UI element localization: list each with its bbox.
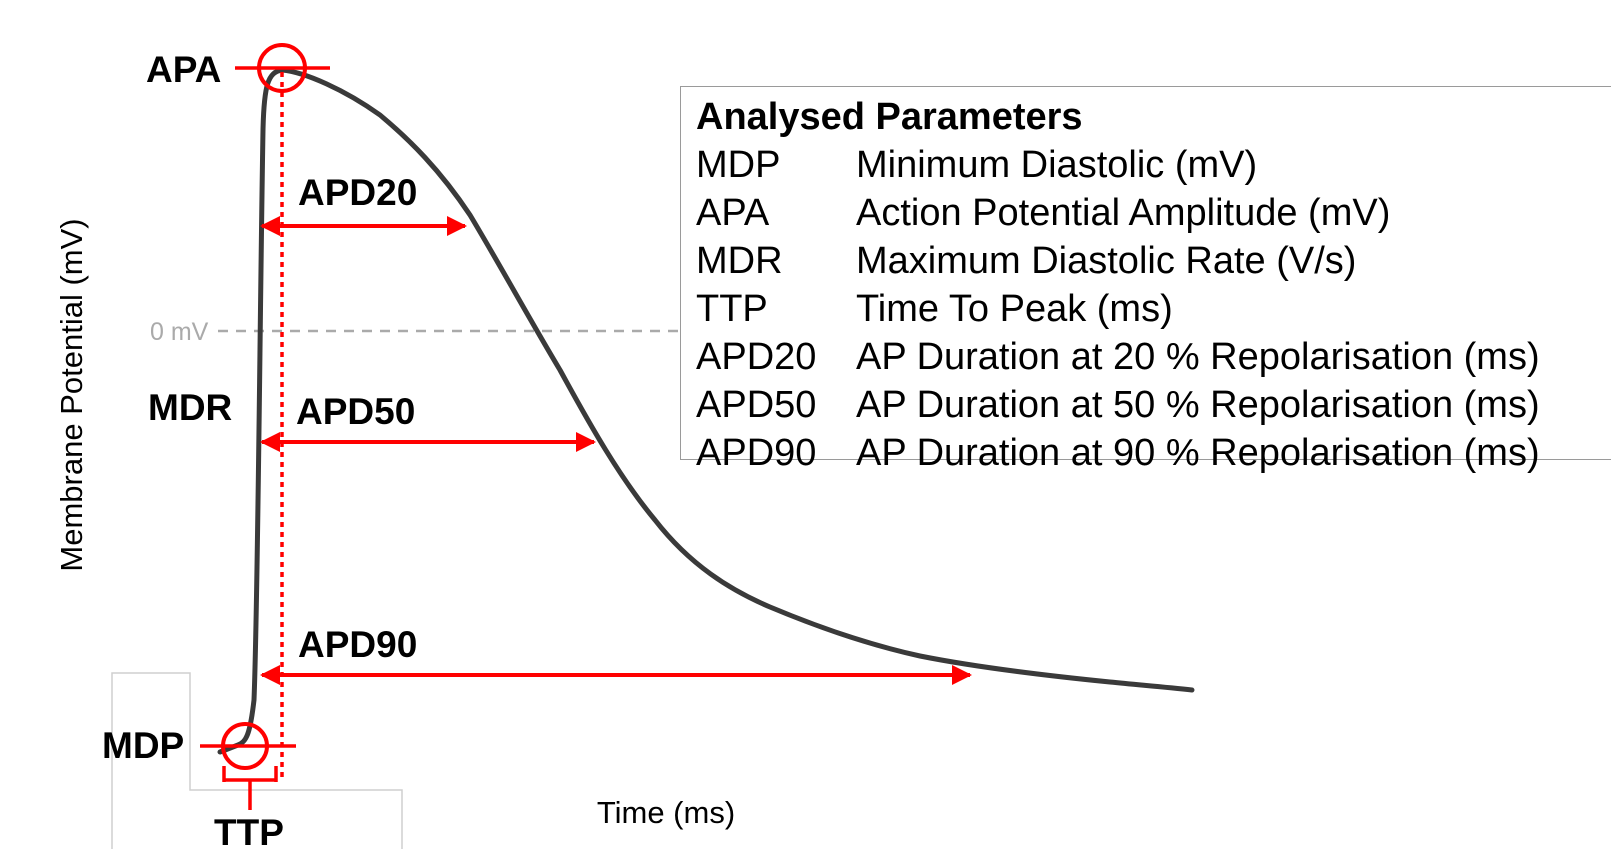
- legend-row: APA Action Potential Amplitude (mV): [696, 189, 1611, 237]
- ttp-label: TTP: [214, 812, 284, 849]
- x-axis-label: Time (ms): [597, 795, 735, 830]
- legend-desc: AP Duration at 90 % Repolarisation (ms): [856, 432, 1540, 474]
- apa-circle-marker: [257, 43, 307, 93]
- legend-abbr: APD20: [696, 336, 817, 378]
- legend-abbr: TTP: [696, 288, 768, 330]
- legend-desc: Action Potential Amplitude (mV): [856, 192, 1391, 234]
- legend-title: Analysed Parameters: [696, 96, 1083, 138]
- apd50-label: APD50: [296, 391, 415, 432]
- apa-label: APA: [146, 49, 221, 90]
- legend-row: APD20 AP Duration at 20 % Repolarisation…: [696, 333, 1611, 381]
- frame-line: [111, 672, 403, 849]
- apd90-label: APD90: [298, 624, 417, 665]
- legend-desc: Minimum Diastolic (mV): [856, 144, 1258, 186]
- legend-abbr: APD90: [696, 432, 817, 474]
- zero-mv-label: 0 mV: [150, 318, 209, 346]
- action-potential-trace: [217, 67, 1195, 755]
- legend-row: APD90 AP Duration at 90 % Repolarisation…: [696, 429, 1611, 477]
- mdp-circle-marker: [221, 722, 269, 770]
- apd20-label: APD20: [298, 172, 417, 213]
- legend-abbr: MDR: [696, 240, 783, 282]
- legend-row: TTP Time To Peak (ms): [696, 285, 1611, 333]
- mdp-label: MDP: [102, 725, 184, 766]
- legend-abbr: APA: [696, 192, 770, 234]
- legend-abbr: APD50: [696, 384, 817, 426]
- legend-desc: AP Duration at 20 % Repolarisation (ms): [856, 336, 1540, 378]
- legend-row: APD50 AP Duration at 50 % Repolarisation…: [696, 381, 1611, 429]
- legend-desc: Time To Peak (ms): [856, 288, 1173, 330]
- y-axis-label: Membrane Potential (mV): [54, 218, 89, 571]
- legend-row: MDR Maximum Diastolic Rate (V/s): [696, 237, 1611, 285]
- mdr-label: MDR: [148, 387, 232, 428]
- parameters-legend: Analysed Parameters MDP Minimum Diastoli…: [680, 86, 1611, 474]
- legend-desc: AP Duration at 50 % Repolarisation (ms): [856, 384, 1540, 426]
- legend-abbr: MDP: [696, 144, 781, 186]
- legend-row: MDP Minimum Diastolic (mV): [696, 141, 1611, 189]
- legend-desc: Maximum Diastolic Rate (V/s): [856, 240, 1357, 282]
